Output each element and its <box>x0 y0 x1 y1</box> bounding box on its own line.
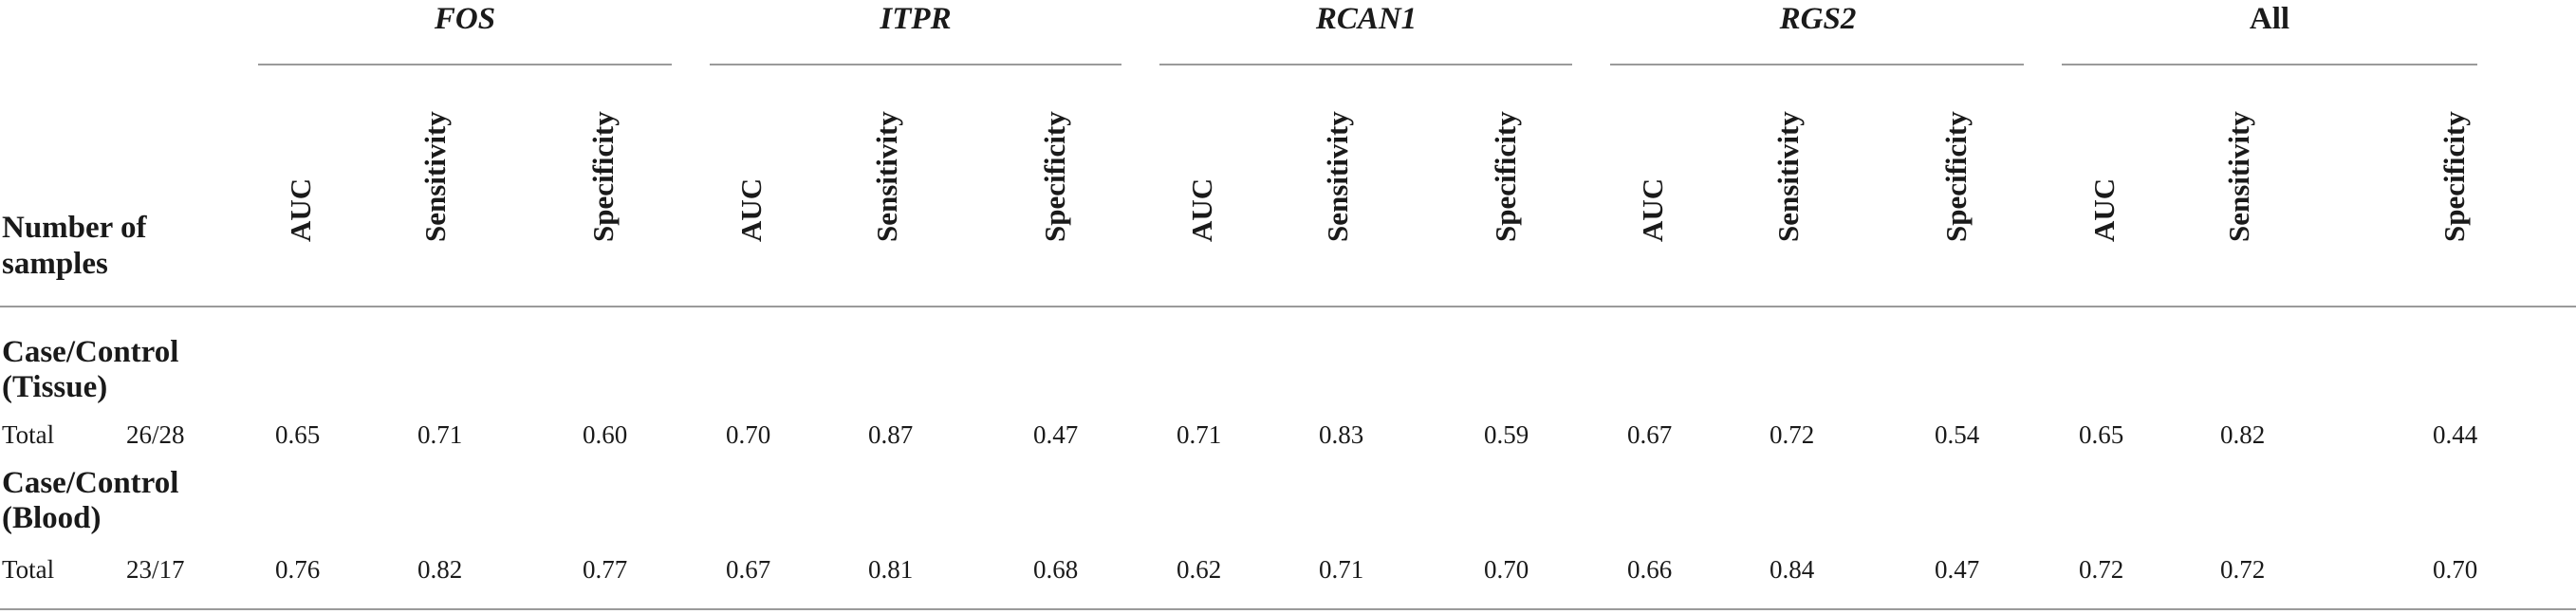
value-cell: 0.71 <box>1177 420 1222 449</box>
number-of-samples-label-line2: samples <box>2 247 108 281</box>
value-cell: 0.77 <box>583 555 628 584</box>
metric-header-specificity: Specificity <box>586 111 620 242</box>
value-cell: 0.87 <box>868 420 914 449</box>
metric-header-specificity: Specificity <box>1038 111 1071 242</box>
gene-divider-rgs2 <box>1610 64 2024 65</box>
metric-header-auc: AUC <box>734 177 768 242</box>
row-label: Total <box>2 555 55 584</box>
gene-header-fos: FOS <box>434 2 496 36</box>
value-cell: 0.72 <box>2079 555 2124 584</box>
metric-header-auc: AUC <box>284 177 317 242</box>
gene-divider-fos <box>258 64 672 65</box>
section-title-tissue-line2: (Tissue) <box>2 370 108 404</box>
value-cell: 0.47 <box>1935 555 1980 584</box>
gene-header-rcan1: RCAN1 <box>1315 2 1418 36</box>
value-cell: 0.65 <box>275 420 321 449</box>
gene-header-rgs2: RGS2 <box>1779 2 1857 36</box>
value-cell: 0.68 <box>1033 555 1079 584</box>
value-cell: 0.83 <box>1319 420 1364 449</box>
value-cell: 0.84 <box>1770 555 1815 584</box>
gene-divider-all <box>2062 64 2477 65</box>
table-bottom-rule <box>0 608 2576 610</box>
metric-header-sensitivity: Sensitivity <box>2222 111 2255 242</box>
value-cell: 0.72 <box>1770 420 1815 449</box>
metric-header-auc: AUC <box>1636 177 1669 242</box>
value-cell: 0.71 <box>1319 555 1364 584</box>
value-cell: 0.60 <box>583 420 628 449</box>
gene-divider-itpr <box>710 64 1121 65</box>
section-title-blood-line2: (Blood) <box>2 501 102 535</box>
value-cell: 0.81 <box>868 555 914 584</box>
row-label: Total <box>2 420 55 449</box>
value-cell: 0.70 <box>2433 555 2478 584</box>
metric-header-specificity: Specificity <box>1489 111 1522 242</box>
value-cell: 0.67 <box>1627 420 1673 449</box>
value-cell: 0.70 <box>726 420 771 449</box>
gene-header-all: All <box>2249 2 2290 36</box>
metric-header-sensitivity: Sensitivity <box>1771 111 1805 242</box>
value-cell: 0.70 <box>1484 555 1529 584</box>
metric-header-auc: AUC <box>2087 177 2121 242</box>
sample-count: 23/17 <box>126 555 185 584</box>
value-cell: 0.71 <box>417 420 463 449</box>
header-divider <box>0 306 2576 307</box>
metric-header-auc: AUC <box>1185 177 1218 242</box>
value-cell: 0.47 <box>1033 420 1079 449</box>
value-cell: 0.67 <box>726 555 771 584</box>
gene-header-itpr: ITPR <box>880 2 952 36</box>
metric-header-specificity: Specificity <box>1939 111 1973 242</box>
metric-header-sensitivity: Sensitivity <box>870 111 903 242</box>
value-cell: 0.59 <box>1484 420 1529 449</box>
value-cell: 0.54 <box>1935 420 1980 449</box>
metric-header-sensitivity: Sensitivity <box>418 111 452 242</box>
section-title-blood-line1: Case/Control <box>2 466 179 500</box>
section-title-tissue-line1: Case/Control <box>2 335 179 369</box>
value-cell: 0.44 <box>2433 420 2478 449</box>
value-cell: 0.65 <box>2079 420 2124 449</box>
value-cell: 0.72 <box>2220 555 2266 584</box>
value-cell: 0.82 <box>2220 420 2266 449</box>
value-cell: 0.66 <box>1627 555 1673 584</box>
value-cell: 0.76 <box>275 555 321 584</box>
sample-count: 26/28 <box>126 420 185 449</box>
metric-header-sensitivity: Sensitivity <box>1321 111 1354 242</box>
number-of-samples-label-line1: Number of <box>2 211 147 245</box>
value-cell: 0.62 <box>1177 555 1222 584</box>
value-cell: 0.82 <box>417 555 463 584</box>
metric-header-specificity: Specificity <box>2437 111 2471 242</box>
gene-divider-rcan1 <box>1159 64 1572 65</box>
